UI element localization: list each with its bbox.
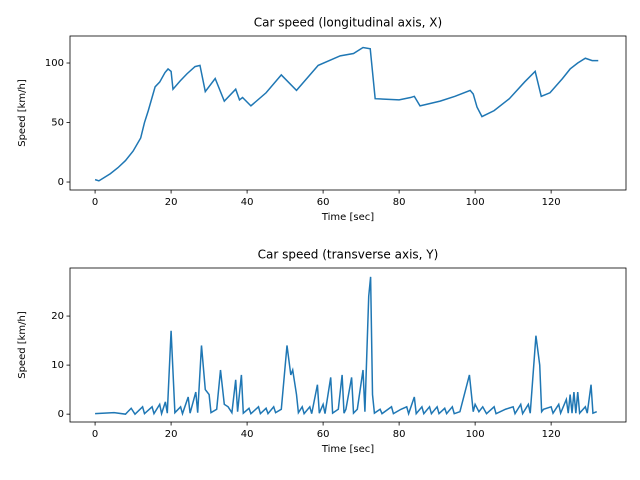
data-line — [94, 46, 599, 182]
data-line — [95, 276, 598, 417]
y-axis-label: Speed [km/h] — [17, 311, 28, 379]
x-tick-label: 60 — [317, 429, 330, 440]
x-axis-label: Time [sec] — [321, 212, 374, 223]
y-axis-label: Speed [km/h] — [17, 79, 28, 147]
x-tick-label: 80 — [393, 197, 406, 208]
x-tick-label: 120 — [542, 429, 561, 440]
x-tick-label: 20 — [165, 197, 178, 208]
x-tick-label: 0 — [92, 197, 98, 208]
chart-title: Car speed (longitudinal axis, X) — [254, 16, 442, 30]
x-axis-label: Time [sec] — [321, 444, 374, 455]
x-tick-label: 120 — [542, 197, 561, 208]
x-tick-label: 40 — [241, 429, 254, 440]
y-tick-label: 0 — [58, 409, 64, 420]
axes-frame — [69, 35, 627, 191]
x-tick-label: 100 — [466, 429, 485, 440]
x-tick-label: 100 — [466, 197, 485, 208]
axes-frame — [69, 267, 627, 423]
y-tick-label: 50 — [51, 118, 64, 129]
y-tick-label: 100 — [45, 58, 64, 69]
x-tick-label: 80 — [393, 429, 406, 440]
y-tick-label: 20 — [51, 311, 64, 322]
y-tick-label: 10 — [51, 360, 64, 371]
chart-title: Car speed (transverse axis, Y) — [258, 248, 439, 262]
x-tick-label: 60 — [317, 197, 330, 208]
x-tick-label: 0 — [92, 429, 98, 440]
y-tick-label: 0 — [58, 177, 64, 188]
x-tick-label: 20 — [165, 429, 178, 440]
x-tick-label: 40 — [241, 197, 254, 208]
